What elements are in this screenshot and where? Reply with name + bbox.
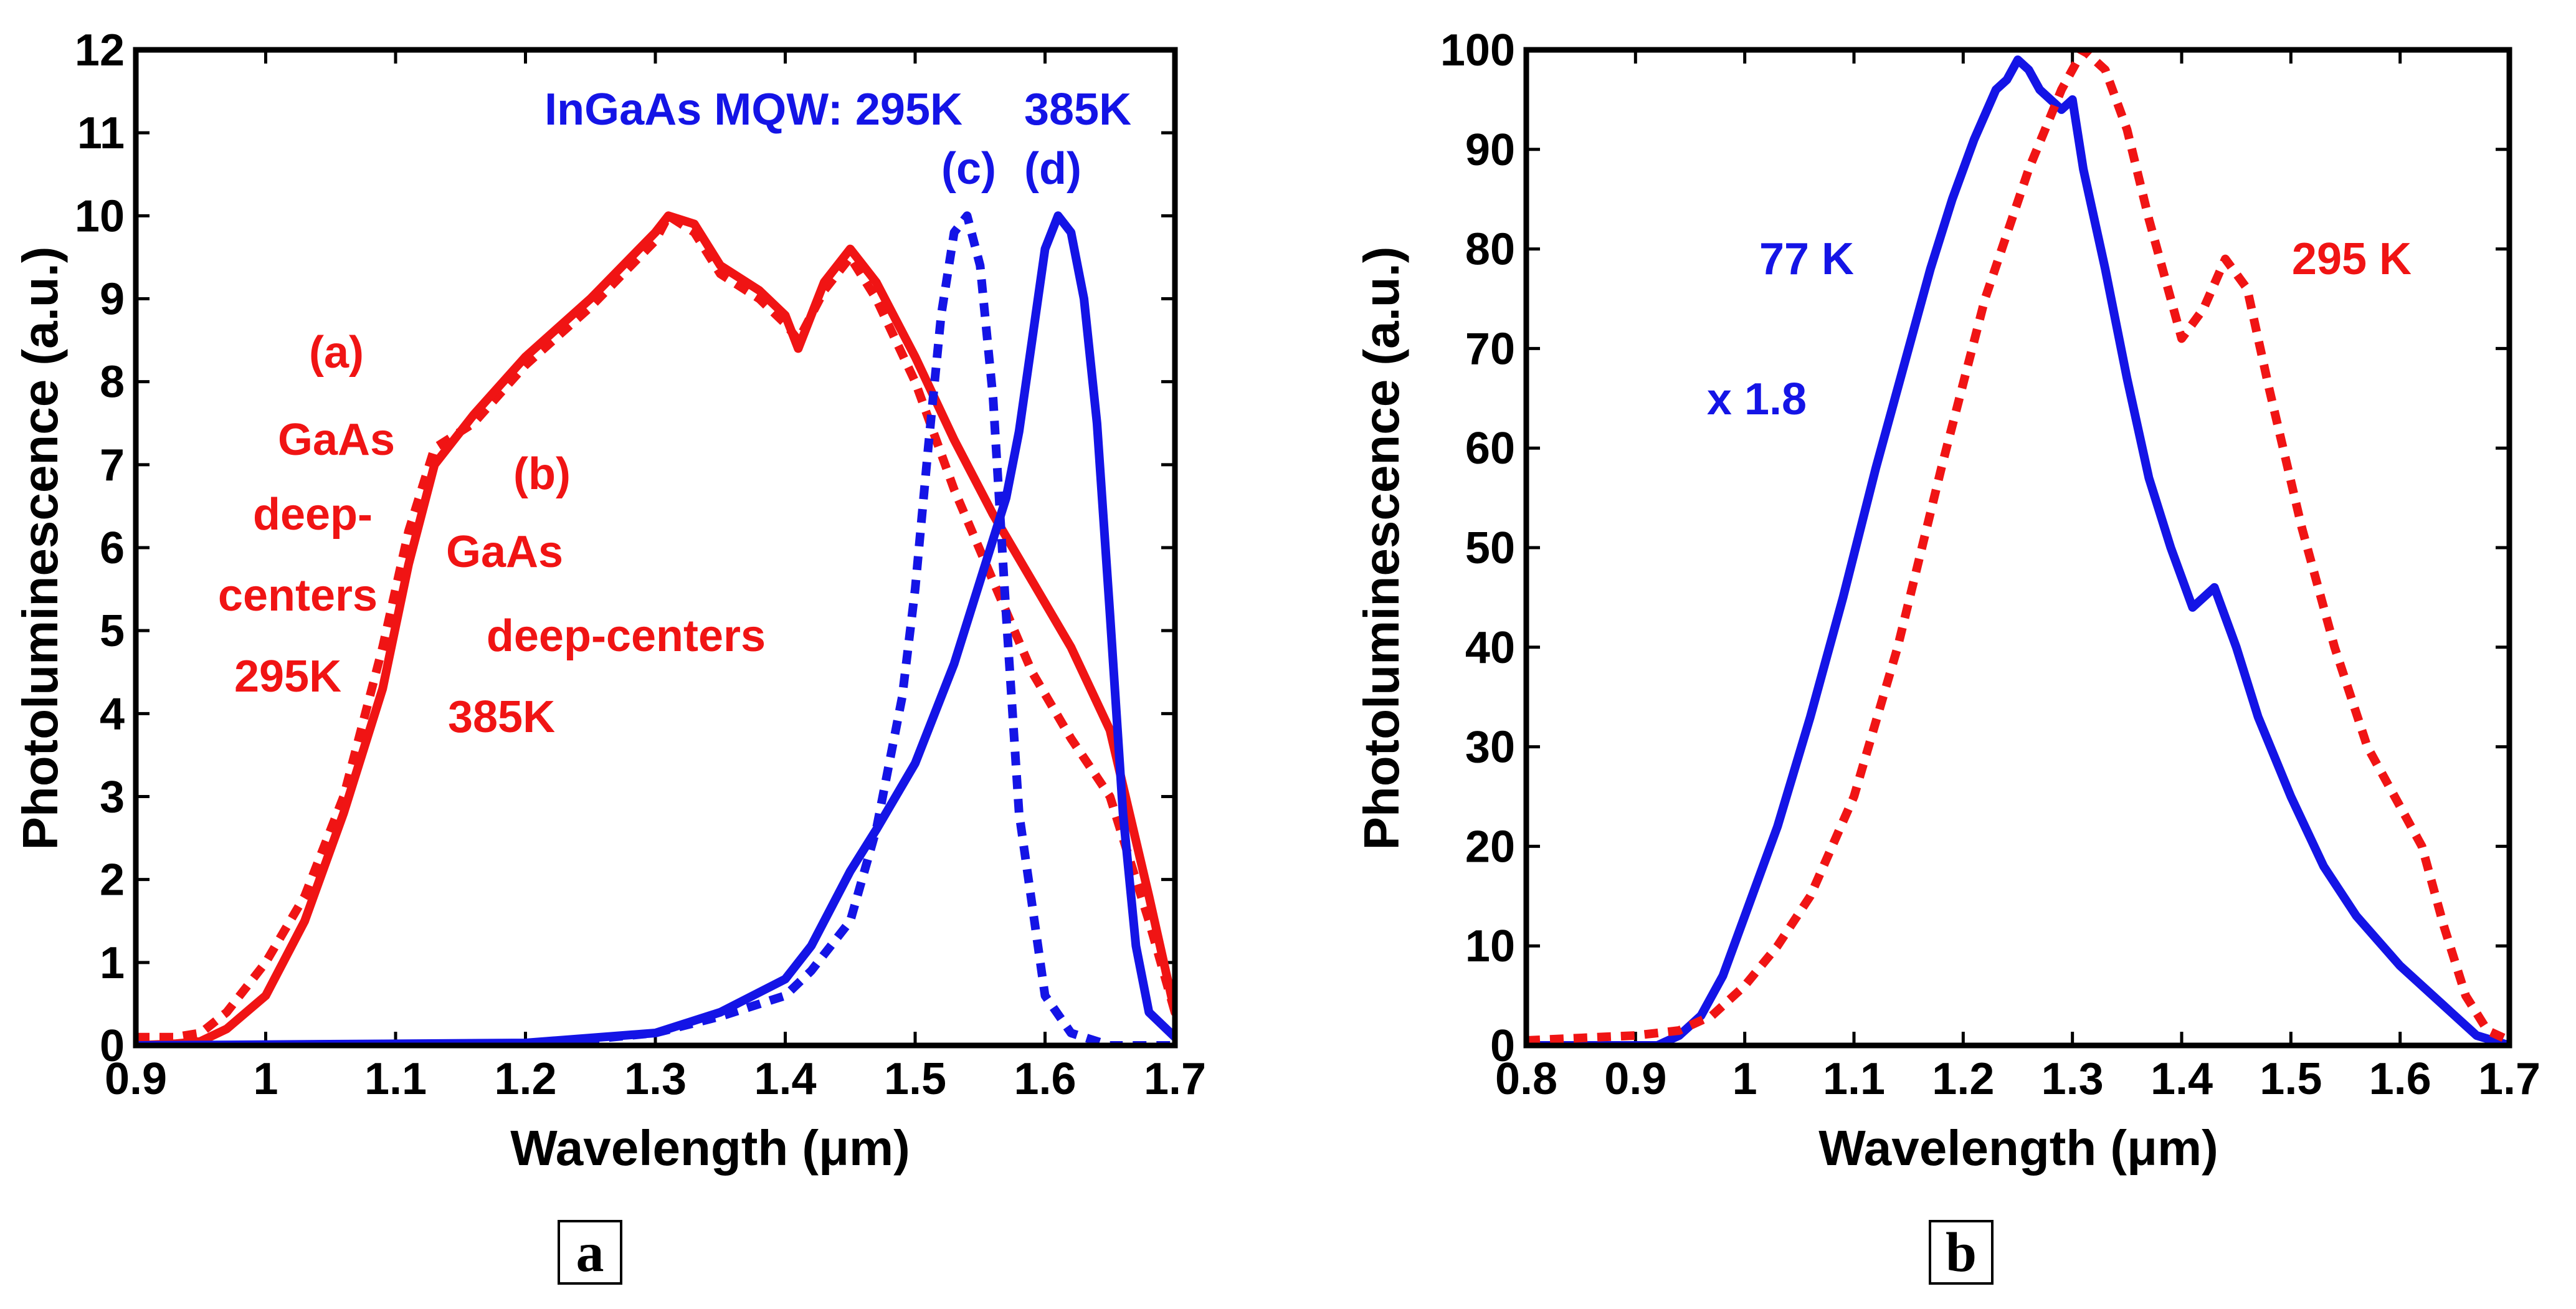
annotation-a-line5: 295K (234, 652, 341, 702)
a-x-tick-label: 1.5 (884, 1054, 946, 1104)
b-series-0-line (1526, 55, 2509, 1045)
annotation-b-line4: 385K (448, 692, 555, 742)
a-y-tick-label: 6 (100, 523, 125, 573)
annotation-label-d: (d) (1024, 144, 1081, 194)
annotation-77k: 77 K (1759, 234, 1854, 284)
b-y-tick-label: 30 (1465, 723, 1515, 773)
a-x-tick-label: 1 (253, 1054, 278, 1104)
a-y-tick-label: 4 (100, 689, 125, 739)
b-y-tick-label: 50 (1465, 523, 1515, 573)
b-x-tick-label: 0.9 (1604, 1054, 1666, 1104)
b-y-tick-label: 10 (1465, 921, 1515, 971)
chart-b-frame (1523, 47, 2512, 1049)
a-y-tick-label: 7 (100, 440, 125, 490)
panel-label-a: a (576, 1222, 604, 1283)
b-series-1-line (1526, 50, 2509, 1045)
annotation-x18: x 1.8 (1707, 374, 1807, 424)
a-y-tick-label: 1 (100, 938, 125, 988)
b-x-tick-label: 1.1 (1823, 1054, 1885, 1104)
a-y-tick-label: 5 (100, 606, 125, 656)
chart-a-y-label: Photoluminescence (a.u.) (12, 246, 68, 850)
a-x-tick-label: 1.3 (624, 1054, 687, 1104)
chart-a-frame (133, 47, 1178, 1049)
annotation-a-line4: centers (218, 571, 378, 621)
chart-b-y-label: Photoluminescence (a.u.) (1354, 246, 1409, 850)
a-y-tick-label: 12 (75, 26, 125, 75)
a-y-tick-label: 3 (100, 773, 125, 822)
panel-label-b-box (1929, 1220, 1994, 1285)
a-y-tick-label: 11 (77, 108, 125, 158)
chart-a-x-ticks: 0.9 1 1.1 1.2 1.3 1.4 1.5 1.6 1.7 (105, 50, 1206, 1104)
b-y-tick-label: 20 (1465, 822, 1515, 872)
b-y-tick-label: 0 (1490, 1021, 1515, 1071)
annotation-b-line3: deep-centers (487, 611, 766, 661)
a-x-tick-label: 1.1 (364, 1054, 427, 1104)
a-x-tick-label: 1.4 (754, 1054, 816, 1104)
b-x-tick-label: 1.5 (2260, 1054, 2322, 1104)
b-x-tick-label: 1.4 (2151, 1054, 2213, 1104)
chart-a: 0.9 1 1.1 1.2 1.3 1.4 1.5 1.6 1.7 01234567891011… (12, 26, 1206, 1285)
chart-a-x-label: Wavelength (μm) (510, 1120, 910, 1176)
a-x-tick-label: 1.7 (1144, 1054, 1206, 1104)
annotation-b-line1: (b) (513, 449, 571, 499)
a-y-tick-label: 2 (100, 855, 125, 905)
b-y-tick-label: 90 (1465, 125, 1515, 175)
a-y-tick-label: 10 (75, 191, 125, 241)
b-x-tick-label: 1 (1732, 1054, 1757, 1104)
b-y-tick-label: 70 (1465, 324, 1515, 374)
b-x-tick-label: 1.6 (2369, 1054, 2431, 1104)
chart-b-y-ticks: 0 10 20 30 40 50 60 70 80 90 100 (1440, 26, 2509, 1071)
b-x-tick-label: 0.8 (1495, 1054, 1557, 1104)
annotation-label-c: (c) (941, 144, 996, 194)
b-y-tick-label: 40 (1465, 623, 1515, 673)
a-y-tick-label: 9 (100, 275, 125, 325)
annotation-a-line2: GaAs (278, 415, 395, 465)
a-y-tick-label: 0 (100, 1021, 125, 1071)
chart-b-x-label: Wavelength (μm) (1818, 1120, 2218, 1176)
panel-label-b: b (1946, 1222, 1977, 1283)
b-y-tick-label: 80 (1465, 225, 1515, 275)
b-y-tick-label: 60 (1465, 424, 1515, 474)
b-x-tick-label: 1.2 (1932, 1054, 1994, 1104)
a-x-tick-label: 1.2 (494, 1054, 556, 1104)
b-x-tick-label: 1.3 (2041, 1054, 2104, 1104)
b-y-tick-label: 100 (1440, 26, 1515, 75)
a-series-3-line (136, 211, 1175, 1045)
annotation-295k: 295 K (2292, 234, 2412, 284)
chart-b: 0.8 0.9 1 1.1 1.2 1.3 1.4 1.5 1.6 1.7 0 10 20 30 40 50… (1354, 26, 2540, 1285)
a-x-tick-label: 1.6 (1014, 1054, 1076, 1104)
annotation-a-line3: deep- (253, 490, 373, 540)
panel-label-a-box (558, 1220, 622, 1285)
chart-b-series (1526, 50, 2509, 1045)
annotation-b-line2: GaAs (446, 527, 563, 577)
annotation-a-line1: (a) (309, 328, 364, 378)
a-series-1-line (136, 211, 1175, 1045)
a-series-0-line (136, 211, 1175, 1042)
b-x-tick-label: 1.7 (2478, 1054, 2540, 1104)
a-x-tick-label: 0.9 (105, 1054, 167, 1104)
chart-a-series (136, 211, 1175, 1045)
a-series-2-line (136, 211, 1175, 1045)
annotation-ingaas-385: 385K (1024, 85, 1131, 135)
annotation-ingaas-title: InGaAs MQW: 295K (544, 85, 962, 135)
a-y-tick-label: 8 (100, 358, 125, 407)
